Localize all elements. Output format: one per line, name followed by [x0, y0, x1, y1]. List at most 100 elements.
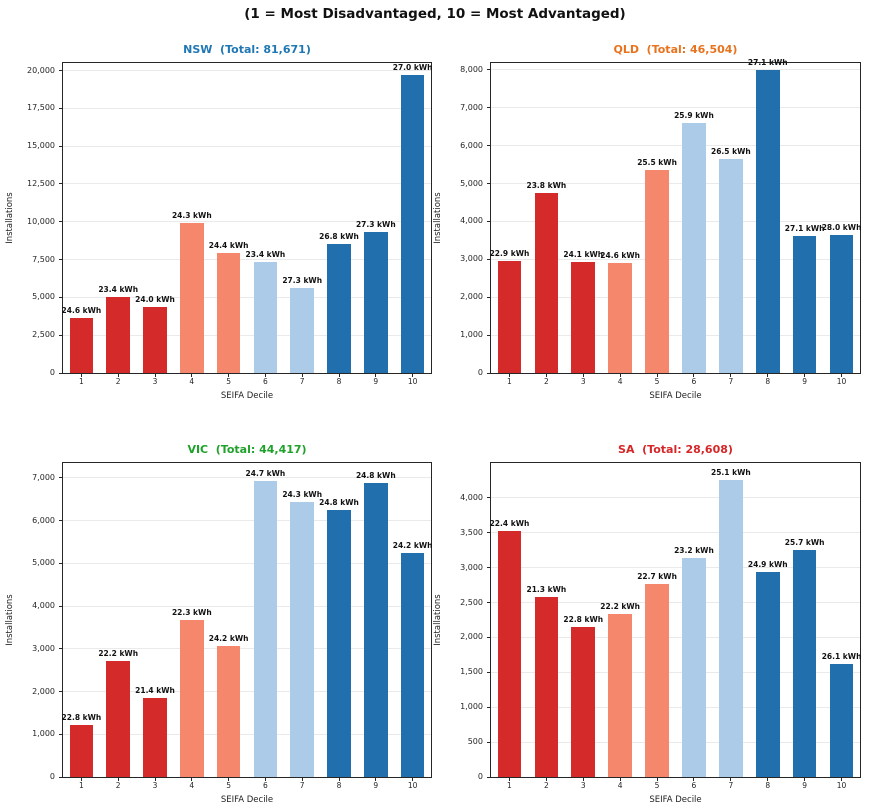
x-tick-label: 1 — [79, 377, 84, 386]
gridline — [63, 183, 431, 185]
y-tick-label: 3,000 — [460, 254, 483, 264]
y-tick-mark — [487, 183, 491, 184]
x-tick-label: 6 — [691, 377, 697, 386]
y-tick-label: 1,500 — [460, 667, 483, 677]
bar-value-label: 27.3 kWh — [355, 220, 396, 230]
gridline — [491, 107, 860, 109]
y-tick-mark — [487, 334, 491, 336]
chart-title-vic: VIC (Total: 44,417) — [187, 443, 307, 456]
y-tick-mark — [59, 648, 63, 650]
x-tick-label: 6 — [691, 781, 697, 790]
bar-decile-3 — [143, 697, 167, 777]
y-tick-label: 15,000 — [27, 141, 55, 151]
y-axis-label: Installations — [433, 192, 443, 244]
y-tick-mark — [487, 602, 491, 604]
y-tick-mark — [487, 532, 491, 534]
y-tick-label: 2,500 — [32, 330, 55, 340]
gridline — [491, 69, 860, 71]
gridline — [63, 733, 431, 735]
y-tick-label: 3,500 — [460, 527, 483, 537]
gridline — [63, 477, 431, 479]
x-tick-mark — [619, 373, 621, 377]
bar-value-label: 22.8 kWh — [563, 614, 604, 624]
bar-value-label: 22.4 kWh — [489, 519, 530, 529]
bar-decile-2 — [106, 660, 130, 777]
bar-value-label: 21.3 kWh — [526, 584, 567, 594]
x-tick-mark — [693, 373, 695, 377]
x-tick-label: 2 — [543, 377, 549, 386]
y-tick-mark — [487, 145, 491, 147]
bar-value-label: 27.1 kWh — [784, 223, 825, 233]
gridline — [63, 107, 431, 109]
x-tick-label: 8 — [336, 377, 342, 386]
x-tick-mark — [154, 373, 156, 377]
bar-decile-6 — [682, 557, 706, 777]
plot-area: 0 1,000 2,000 3,000 4,000 5,000 6,000 7,000 22.8… — [32, 462, 432, 790]
y-tick-label: 4,000 — [32, 601, 55, 611]
x-tick-mark — [582, 373, 584, 377]
bar-value-label: 24.2 kWh — [208, 634, 249, 644]
x-tick-label: 9 — [373, 781, 379, 790]
bar-decile-3 — [571, 626, 596, 777]
y-tick-label: 7,000 — [32, 472, 55, 482]
x-tick-label: 7 — [728, 377, 734, 386]
y-tick-mark — [59, 691, 63, 693]
bar-value-label: 24.6 kWh — [61, 305, 102, 315]
y-tick-mark — [487, 296, 491, 298]
y-tick-mark — [487, 776, 491, 778]
y-tick-label: 5,000 — [32, 292, 55, 302]
bar-value-label: 23.4 kWh — [98, 285, 139, 295]
bar-value-label: 23.2 kWh — [674, 545, 714, 555]
bar-decile-7 — [719, 158, 743, 373]
bar-value-label: 24.0 kWh — [135, 295, 175, 305]
bar-decile-5 — [216, 646, 241, 777]
bar-decile-10 — [829, 235, 854, 373]
gridline — [63, 145, 431, 147]
bar-value-label: 24.9 kWh — [747, 559, 788, 569]
bar-decile-9 — [792, 549, 817, 777]
x-tick-mark — [508, 777, 510, 781]
bar-value-label: 25.7 kWh — [784, 537, 825, 547]
y-tick-label: 4,000 — [460, 216, 483, 226]
bar-decile-8 — [327, 510, 351, 777]
bar-value-label: 28.0 kWh — [821, 223, 862, 233]
x-tick-mark — [301, 373, 303, 377]
y-tick-label: 2,000 — [460, 292, 483, 302]
gridline — [63, 259, 431, 261]
bar-value-label: 26.8 kWh — [319, 231, 359, 241]
bar-decile-4 — [180, 223, 204, 373]
x-tick-mark — [545, 777, 547, 781]
bar-decile-3 — [143, 307, 167, 373]
y-tick-mark — [487, 636, 491, 638]
bar-decile-6 — [253, 480, 278, 777]
x-tick-mark — [191, 373, 193, 377]
x-tick-mark — [301, 777, 303, 781]
x-tick-mark — [619, 777, 621, 781]
x-tick-mark — [693, 777, 695, 781]
bar-decile-6 — [682, 122, 706, 373]
y-tick-mark — [59, 605, 63, 607]
x-axis-label: SEIFA Decile — [220, 795, 274, 805]
y-axis-label: Installations — [433, 594, 443, 646]
x-tick-label: 10 — [836, 781, 847, 790]
bar-decile-7 — [290, 502, 314, 777]
y-axis-label: Installations — [5, 192, 15, 244]
x-tick-label: 4 — [189, 377, 195, 386]
bar-value-label: 21.4 kWh — [135, 685, 175, 695]
x-tick-label: 5 — [226, 781, 231, 790]
x-tick-mark — [841, 777, 843, 781]
x-tick-label: 10 — [407, 377, 418, 386]
y-tick-label: 2,500 — [460, 597, 483, 607]
bar-value-label: 24.1 kWh — [563, 249, 604, 259]
bar-value-label: 22.2 kWh — [98, 648, 139, 658]
y-tick-label: 2,000 — [32, 686, 55, 696]
x-tick-label: 10 — [836, 377, 847, 386]
x-tick-label: 1 — [507, 377, 512, 386]
y-tick-mark — [487, 741, 491, 743]
x-tick-mark — [730, 777, 732, 781]
x-tick-label: 5 — [226, 377, 231, 386]
x-tick-mark — [338, 777, 340, 781]
gridline — [491, 183, 860, 184]
gridline — [63, 221, 431, 223]
plot-area: 0 2,500 5,000 7,500 10,000 12,500 15,000 17,500… — [27, 62, 432, 386]
